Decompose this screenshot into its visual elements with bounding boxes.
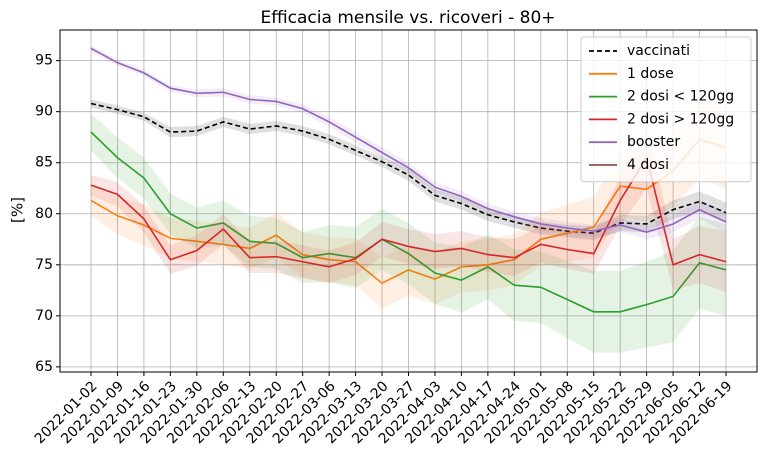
series-line [90, 155, 727, 268]
y-tick-label: 70 [35, 308, 53, 324]
confidence-band [91, 45, 726, 240]
y-tick-label: 80 [35, 206, 53, 222]
y-tick-label: 65 [35, 359, 53, 375]
y-axis-label: [%] [9, 197, 27, 223]
legend-box [580, 36, 752, 183]
legend-label: 4 dosi [627, 157, 669, 173]
confidence-band [91, 126, 726, 293]
legend-label: 1 dose [627, 66, 674, 82]
y-tick-label: 90 [35, 104, 53, 120]
y-tick-label: 95 [35, 53, 53, 69]
confidence-band [91, 99, 726, 241]
plot-frame [59, 29, 758, 373]
series-line [90, 47, 727, 233]
series-line [90, 138, 727, 285]
legend-label: vaccinati [627, 43, 690, 59]
y-tick-label: 85 [35, 155, 53, 171]
legend-label: 2 dosi < 120gg [627, 89, 734, 105]
series-line [90, 102, 727, 234]
legend-label: 2 dosi > 120gg [627, 111, 734, 127]
legend-label: booster [627, 134, 680, 150]
y-tick-label: 75 [35, 257, 53, 273]
chart-title: Efficacia mensile vs. ricoveri - 80+ [260, 8, 555, 28]
confidence-band [91, 113, 726, 353]
series-line [90, 131, 727, 313]
